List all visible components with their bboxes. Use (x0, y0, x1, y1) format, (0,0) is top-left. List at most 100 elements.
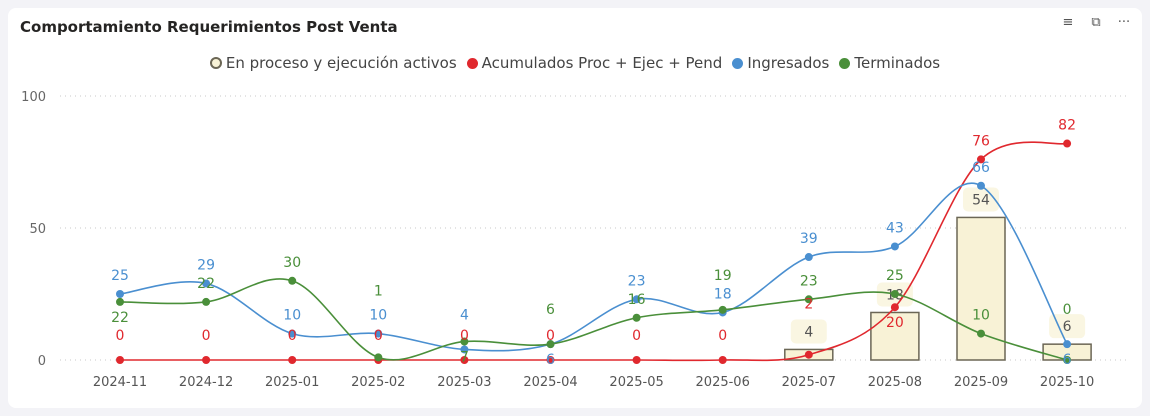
data-point (632, 295, 641, 304)
data-point (460, 337, 469, 346)
data-label: 0 (374, 328, 383, 344)
data-label: 43 (886, 220, 904, 236)
legend-item-en-proceso[interactable]: En proceso y ejecución activos (209, 54, 457, 72)
data-point (374, 329, 383, 338)
legend-item-ingresados[interactable]: Ingresados (732, 54, 829, 72)
more-options-icon[interactable]: ··· (1117, 15, 1131, 30)
data-point (460, 356, 469, 364)
x-tick-label: 2025-06 (696, 375, 750, 390)
data-label: 4 (460, 307, 469, 323)
series-line (119, 278, 1068, 361)
data-label: 6 (546, 352, 555, 368)
data-label: 23 (628, 273, 646, 289)
data-point (460, 345, 469, 354)
data-label: 29 (197, 257, 215, 273)
data-point (632, 356, 641, 364)
data-label: 22 (197, 276, 215, 292)
data-point (288, 276, 297, 285)
data-label: 39 (800, 231, 818, 247)
data-label: 0 (546, 328, 555, 344)
data-point (718, 305, 727, 314)
data-point (1063, 139, 1072, 148)
data-point (288, 356, 297, 364)
data-point (374, 353, 383, 362)
x-tick-label: 2025-03 (437, 375, 491, 390)
bar (956, 216, 1006, 361)
data-point (202, 297, 211, 306)
filter-icon[interactable]: ≡ (1062, 15, 1074, 30)
data-label: 6 (1063, 352, 1072, 368)
data-point (718, 356, 727, 364)
data-point (977, 329, 985, 338)
data-point (977, 155, 985, 164)
data-label: 54 (972, 192, 990, 208)
data-point (288, 329, 297, 338)
data-label: 30 (283, 255, 301, 271)
x-tick-label: 2025-10 (1040, 375, 1094, 390)
data-label: 22 (111, 310, 129, 326)
data-label: 4 (804, 324, 813, 340)
y-tick-label: 0 (38, 354, 46, 369)
data-label: 25 (111, 268, 129, 284)
bar (870, 311, 920, 361)
data-label: 19 (714, 268, 732, 284)
data-label: 0 (116, 328, 125, 344)
data-label: 66 (972, 160, 990, 176)
data-point (632, 313, 641, 322)
data-label: 2 (804, 297, 813, 313)
data-point (977, 181, 985, 190)
data-point (890, 290, 899, 298)
legend-item-terminados[interactable]: Terminados (839, 54, 940, 72)
data-point (116, 297, 124, 306)
y-tick-label: 100 (21, 90, 46, 105)
data-point (890, 303, 899, 312)
data-label: 0 (718, 328, 727, 344)
x-tick-label: 2025-05 (609, 375, 663, 390)
legend-item-acumulados[interactable]: Acumulados Proc + Ejec + Pend (466, 54, 723, 72)
data-point (1063, 356, 1072, 364)
data-label: 82 (1058, 118, 1076, 134)
data-point (546, 356, 555, 364)
x-tick-label: 2025-07 (782, 375, 836, 390)
data-label: 10 (369, 308, 387, 324)
chart-title: Comportamiento Requerimientos Post Venta (20, 18, 398, 36)
data-label: 16 (628, 292, 646, 308)
legend-marker (732, 57, 744, 69)
x-tick-label: 2025-09 (954, 375, 1008, 390)
data-point (116, 290, 124, 298)
legend-label: En proceso y ejecución activos (225, 54, 457, 72)
x-tick-label: 2025-04 (523, 375, 577, 390)
data-point (890, 242, 899, 251)
x-tick-label: 2025-08 (868, 375, 922, 390)
legend-marker (466, 57, 478, 69)
data-label: 1 (374, 283, 383, 299)
legend-label: Ingresados (747, 54, 830, 72)
data-label: 6 (1063, 319, 1072, 335)
x-tick-label: 2024-12 (179, 375, 233, 390)
x-tick-label: 2024-11 (93, 375, 147, 390)
legend: En proceso y ejecución activos Acumulado… (8, 54, 1142, 72)
data-label: 0 (632, 328, 641, 344)
y-tick-label: 50 (29, 222, 46, 237)
focus-mode-icon[interactable]: ⧉ (1091, 15, 1101, 30)
x-tick-label: 2025-02 (351, 375, 405, 390)
series-line (120, 141, 1068, 362)
data-label: 20 (886, 315, 904, 331)
data-point (202, 356, 211, 364)
x-tick-label: 2025-01 (265, 375, 319, 390)
data-label: 25 (886, 268, 904, 284)
legend-label: Terminados (854, 54, 941, 72)
data-point (1063, 340, 1072, 349)
data-label: 0 (288, 328, 297, 344)
legend-marker (839, 57, 851, 69)
data-label: 7 (460, 350, 469, 366)
data-label: 76 (972, 133, 990, 149)
data-label: 0 (460, 328, 469, 344)
data-label: 23 (800, 273, 818, 289)
legend-label: Acumulados Proc + Ejec + Pend (481, 54, 723, 72)
data-label: 0 (1063, 302, 1072, 318)
chart-card: Comportamiento Requerimientos Post Venta… (8, 8, 1142, 408)
data-point (116, 356, 124, 364)
data-point (546, 340, 555, 349)
